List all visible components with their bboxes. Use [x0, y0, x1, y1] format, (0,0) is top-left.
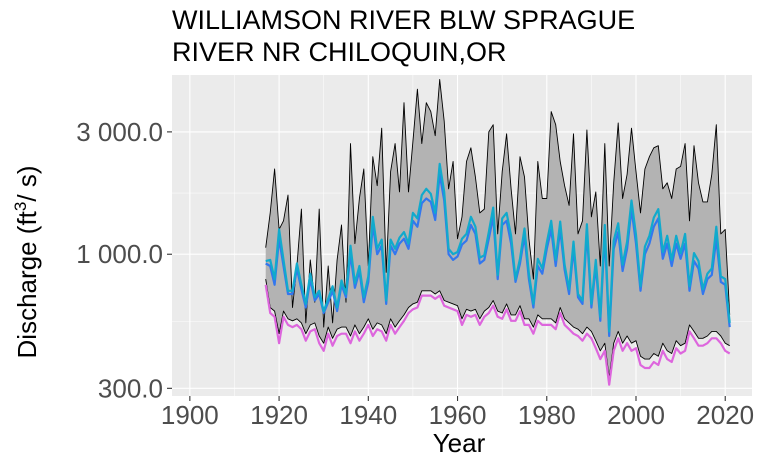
x-tick-label: 1960	[429, 400, 487, 430]
y-axis-label-superscript: 3	[11, 202, 30, 211]
x-axis: 1900 1920 1940 1960 1980 2000 2020	[161, 396, 754, 430]
series-line-mid-line-2	[265, 162, 731, 333]
y-tick-label: 3 000.0	[76, 117, 163, 147]
range-ribbon	[265, 79, 730, 378]
chart-title-line-2: RIVER NR CHILOQUIN,OR	[172, 37, 507, 67]
chart-title: WILLIAMSON RIVER BLW SPRAGUE RIVER NR CH…	[172, 4, 635, 68]
x-tick-label: 2020	[696, 400, 754, 430]
y-axis-label-suffix: / s)	[12, 166, 42, 202]
series-line-lower-line	[264, 284, 731, 386]
series-lines	[264, 79, 731, 386]
y-axis: 300.0 1 000.0 3 000.0	[76, 117, 172, 403]
y-tick-label: 1 000.0	[76, 239, 163, 269]
x-tick-label: 2000	[607, 400, 665, 430]
series-line-mid-line-1	[265, 173, 731, 338]
x-tick-label: 1940	[339, 400, 397, 430]
x-tick-label: 1900	[161, 400, 219, 430]
chart-title-line-1: WILLIAMSON RIVER BLW SPRAGUE	[172, 5, 636, 35]
x-tick-label: 1980	[518, 400, 576, 430]
x-tick-label: 1920	[250, 400, 308, 430]
series-line-range-min	[265, 279, 730, 379]
y-axis-label: Discharge (ft3/ s)	[11, 166, 42, 359]
x-axis-label: Year	[433, 428, 486, 458]
y-axis-label-prefix: Discharge (ft	[12, 210, 42, 358]
series-line-range-max	[265, 79, 731, 328]
y-tick-label: 300.0	[98, 373, 163, 403]
